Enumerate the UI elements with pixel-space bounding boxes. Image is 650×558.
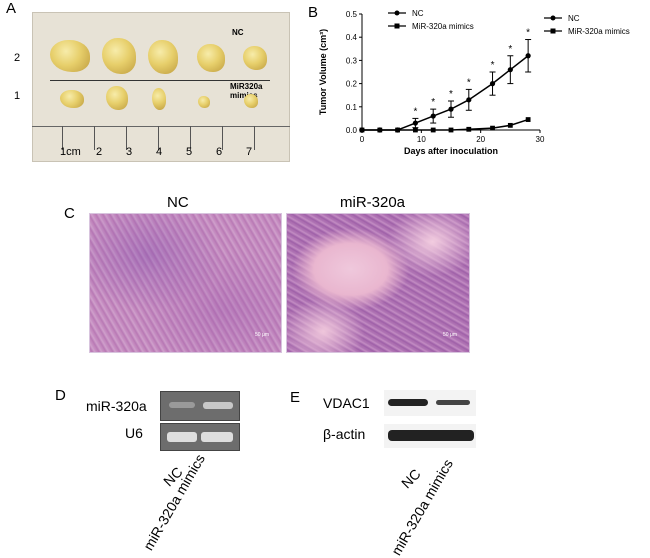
wb-label-beta-actin: β-actin <box>323 426 366 442</box>
y-tick-label: 0.0 <box>346 126 358 135</box>
wb-band-mimics-vdac1 <box>436 400 470 405</box>
photo-divider <box>50 80 270 81</box>
gel-band-nc-mir320a <box>169 402 195 408</box>
ruler-label-5: 5 <box>186 146 193 158</box>
ruler-label-4: 4 <box>156 146 163 158</box>
data-point-square <box>490 125 495 131</box>
significance-star: * <box>413 106 417 117</box>
row-label-2: 2 <box>14 52 21 64</box>
ruler-label-1cm: 1cm <box>60 146 81 158</box>
data-point-square <box>359 127 365 133</box>
scale-bar-label-nc: 50 μm <box>255 332 269 338</box>
significance-star: * <box>449 89 453 100</box>
significance-star: * <box>491 60 495 71</box>
legend-marker-circle <box>394 10 400 16</box>
wb-band-beta-actin <box>388 430 474 441</box>
gel-band-mimics-mir320a <box>203 402 233 409</box>
legend-label-a: MiR-320a mimics <box>412 22 474 31</box>
series-line <box>362 118 529 131</box>
data-point-square <box>413 127 418 133</box>
tumor-nc-4 <box>197 44 225 72</box>
scale-bar-label-mir320a: 50 μm <box>443 332 457 338</box>
tumor-mimic-2 <box>106 86 128 110</box>
data-point-circle <box>466 97 472 103</box>
gel-mir320a <box>160 391 240 421</box>
x-tick-label: 20 <box>476 135 485 144</box>
row-label-1: 1 <box>14 90 21 102</box>
gel-band-nc-u6 <box>167 432 197 442</box>
data-point-square <box>448 127 454 133</box>
ruler-line <box>32 126 290 127</box>
significance-star: * <box>467 77 471 88</box>
histo-title-mir320a: miR-320a <box>340 194 406 211</box>
data-point-square <box>377 127 383 133</box>
gel-band-mimics-u6 <box>201 432 233 442</box>
data-point-square <box>430 127 436 133</box>
data-point-square <box>507 122 513 128</box>
y-tick-label: 0.4 <box>346 33 358 42</box>
lane-label-e-nc: NC <box>398 465 424 492</box>
data-point-circle <box>489 81 496 87</box>
tumor-volume-chart: 0.0 0.1 0.2 0.3 0.4 0.5 0 10 20 30 Days after inoc… <box>318 9 630 156</box>
legend-marker-circle <box>550 15 556 21</box>
tumor-nc-3 <box>148 40 178 74</box>
data-point-square <box>466 126 472 132</box>
legend-label-b: MiR-320a mimics <box>568 27 630 36</box>
tumor-nc-1 <box>50 40 90 72</box>
y-tick-label: 0.5 <box>346 10 358 19</box>
legend-marker-square <box>550 28 556 34</box>
ruler-label-6: 6 <box>216 146 223 158</box>
data-point-circle <box>507 67 513 73</box>
panel-d-letter: D <box>55 387 66 404</box>
data-point-circle <box>448 106 454 112</box>
tumor-mimic-1 <box>60 90 84 108</box>
significance-star: * <box>431 97 435 108</box>
legend-marker-square <box>394 23 400 29</box>
panel-c-letter: C <box>64 205 75 222</box>
y-tick-label: 0.2 <box>346 80 358 89</box>
wb-beta-actin <box>384 424 476 448</box>
panel-e-letter: E <box>290 389 301 406</box>
lane-label-e-mimics: miR-320a mimics <box>388 456 456 558</box>
tumor-mimic-5 <box>244 94 258 108</box>
data-point-square <box>395 127 400 133</box>
significance-star: * <box>526 28 530 39</box>
panel-b-letter: B <box>308 4 319 21</box>
tumor-mimic-4 <box>198 96 210 108</box>
y-tick-label: 0.1 <box>346 103 358 112</box>
ruler-label-7: 7 <box>246 146 253 158</box>
x-tick-label: 0 <box>360 135 365 144</box>
photo-label-mimics: MiR320a mimics <box>230 82 263 100</box>
series-line <box>362 55 529 131</box>
data-point-circle <box>525 53 531 59</box>
histology-mir320a-image: 50 μm <box>286 213 470 353</box>
tumor-mimic-3 <box>152 88 166 110</box>
data-point-circle <box>412 120 418 126</box>
ruler-label-3: 3 <box>126 146 133 158</box>
x-axis-label: Days after inoculation <box>404 146 498 156</box>
ruler-label-2: 2 <box>96 146 103 158</box>
wb-band-nc-vdac1 <box>388 399 428 406</box>
data-point-circle <box>430 113 436 119</box>
wb-vdac1 <box>384 390 476 416</box>
histology-nc-image: 50 μm <box>89 213 282 353</box>
x-tick-label: 30 <box>536 135 545 144</box>
tumor-photo: NC MiR320a mimics <box>32 12 290 162</box>
legend-label-a: NC <box>412 9 424 18</box>
x-tick-label: 10 <box>417 135 426 144</box>
tumor-nc-2 <box>102 38 136 74</box>
significance-star: * <box>508 44 512 55</box>
tumor-nc-5 <box>243 46 267 70</box>
photo-label-nc: NC <box>232 28 244 37</box>
legend-label-b: NC <box>568 14 580 23</box>
wb-label-vdac1: VDAC1 <box>323 395 370 411</box>
histo-title-nc: NC <box>167 194 189 211</box>
gel-label-mir320a: miR-320a <box>86 398 147 414</box>
y-tick-label: 0.3 <box>346 56 358 65</box>
gel-label-u6: U6 <box>125 425 143 441</box>
y-axis-label: Tumor Volume (cm³) <box>318 29 328 115</box>
gel-u6 <box>160 423 240 451</box>
panel-a-letter: A <box>6 0 17 17</box>
data-point-square <box>525 117 531 122</box>
